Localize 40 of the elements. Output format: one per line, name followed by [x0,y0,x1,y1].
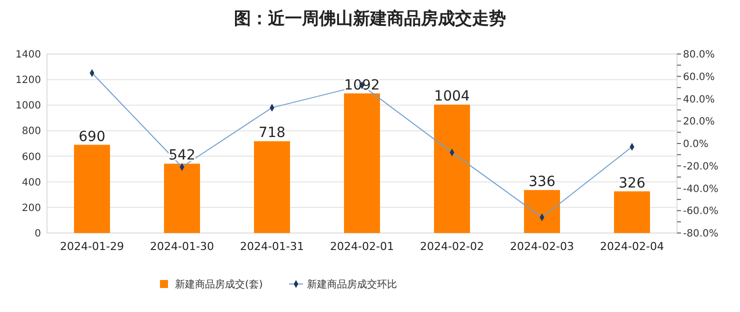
x-tick-label: 2024-01-31 [240,240,304,253]
chart-title: 图：近一周佛山新建商品房成交走势 [234,9,506,29]
y-tick-label: 1000 [16,100,41,112]
bar [74,144,110,233]
bar [524,190,560,233]
x-tick-label: 2024-02-03 [510,240,574,253]
y2-tick-label: -20.0% [683,161,718,172]
y-tick-label: 0 [34,228,41,240]
x-tick-label: 2024-02-04 [600,240,664,253]
x-tick-label: 2024-02-01 [330,240,394,253]
y2-tick-label: -40.0% [683,184,718,195]
y2-tick-label: -80.0% [683,228,718,240]
legend-label: 新建商品房成交(套) [175,278,263,290]
y2-tick-label: -60.0% [683,206,718,218]
y-tick-label: 800 [22,126,41,138]
y-tick-label: 200 [22,202,41,214]
x-tick-label: 2024-02-02 [420,240,484,253]
data-label: 718 [258,125,286,142]
y2-tick-label: 60.0% [683,72,715,83]
y2-tick-label: 40.0% [683,94,715,106]
legend-label: 新建商品房成交环比 [307,278,397,290]
x-tick-label: 2024-01-30 [150,240,214,253]
y-tick-label: 1400 [16,50,41,60]
data-label: 542 [168,148,196,164]
y-tick-label: 400 [22,177,41,188]
y-tick-label: 600 [22,152,41,163]
data-label: 336 [528,174,556,190]
y2-tick-label: 0.0% [683,139,708,150]
bar [344,93,380,233]
bar [164,164,200,233]
data-label: 690 [78,128,106,145]
data-label: 1004 [434,88,470,105]
data-label: 326 [618,175,646,192]
y2-tick-label: 80.0% [683,50,715,60]
bar [434,104,470,233]
y2-tick-label: 20.0% [683,116,715,128]
bar [254,141,290,233]
y-tick-label: 1200 [16,75,41,86]
x-tick-label: 2024-01-29 [60,240,124,253]
bar [614,191,650,233]
